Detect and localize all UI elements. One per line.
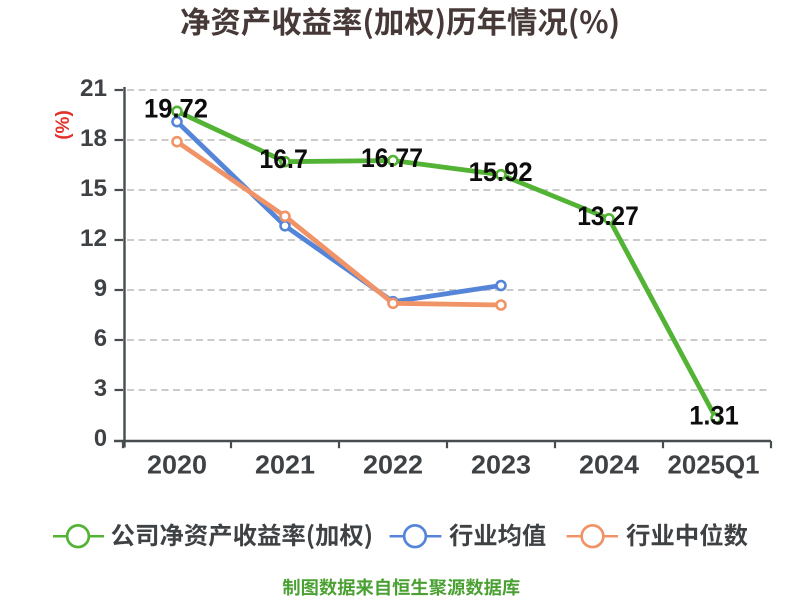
svg-text:(%): (%): [53, 110, 74, 140]
svg-text:16.7: 16.7: [259, 144, 308, 174]
svg-text:2021: 2021: [255, 450, 315, 480]
svg-text:2022: 2022: [363, 450, 423, 480]
svg-text:2024: 2024: [579, 450, 639, 480]
svg-text:2025Q1: 2025Q1: [668, 450, 760, 480]
svg-text:21: 21: [80, 76, 107, 102]
svg-text:15: 15: [80, 176, 107, 202]
svg-text:1.31: 1.31: [689, 401, 739, 431]
svg-text:12: 12: [80, 226, 107, 252]
svg-text:15.92: 15.92: [469, 157, 533, 187]
svg-text:3: 3: [94, 376, 107, 402]
svg-text:16.77: 16.77: [361, 143, 423, 173]
svg-text:13.27: 13.27: [577, 201, 639, 231]
svg-text:0: 0: [94, 426, 107, 452]
svg-text:6: 6: [94, 326, 107, 352]
svg-text:2023: 2023: [471, 450, 531, 480]
svg-text:9: 9: [94, 276, 107, 302]
svg-text:2020: 2020: [147, 450, 207, 480]
svg-text:18: 18: [80, 126, 107, 152]
svg-text:19.72: 19.72: [144, 94, 208, 124]
